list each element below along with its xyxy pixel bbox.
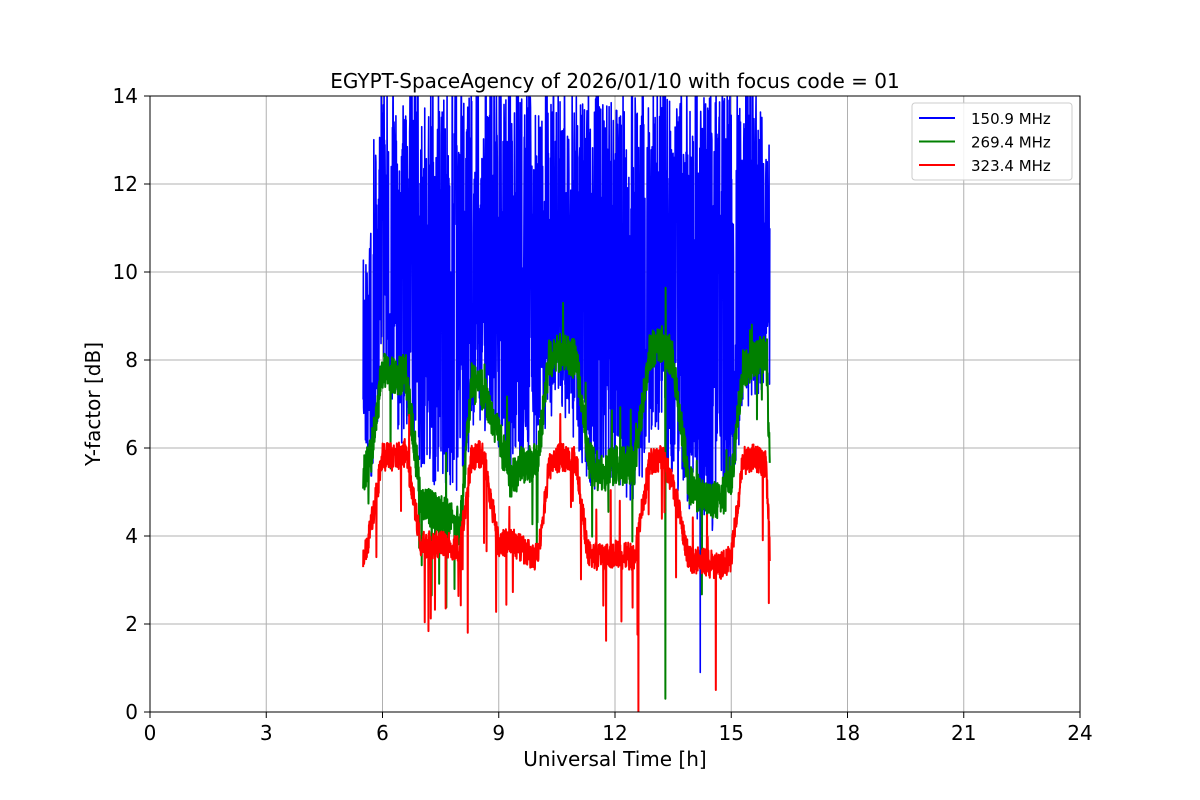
y-tick-label: 6 xyxy=(125,436,138,460)
x-tick-label: 12 xyxy=(602,721,627,745)
y-tick-label: 14 xyxy=(113,84,138,108)
y-tick-label: 0 xyxy=(125,700,138,724)
y-tick-label: 12 xyxy=(113,172,138,196)
x-tick-label: 21 xyxy=(951,721,976,745)
x-axis-label: Universal Time [h] xyxy=(523,747,706,771)
x-tick-label: 18 xyxy=(835,721,860,745)
chart-title: EGYPT-SpaceAgency of 2026/01/10 with foc… xyxy=(330,69,899,93)
series-line-269-4-mhz xyxy=(362,286,771,700)
y-axis: 0 2 4 6 8 10 12 14 xyxy=(113,84,150,724)
legend: 150.9 MHz 269.4 MHz 323.4 MHz xyxy=(911,102,1073,181)
x-axis: 0 3 6 9 12 15 18 21 24 xyxy=(144,712,1093,745)
x-tick-label: 24 xyxy=(1067,721,1092,745)
x-tick-label: 3 xyxy=(260,721,273,745)
y-tick-label: 4 xyxy=(125,524,138,548)
legend-label: 150.9 MHz xyxy=(971,110,1051,128)
x-tick-label: 15 xyxy=(719,721,744,745)
y-tick-label: 10 xyxy=(113,260,138,284)
legend-label: 323.4 MHz xyxy=(971,157,1051,175)
series-line-323-4-mhz xyxy=(362,412,771,712)
legend-box xyxy=(911,102,1073,181)
x-tick-label: 0 xyxy=(144,721,157,745)
y-axis-label: Y-factor [dB] xyxy=(81,342,105,467)
x-tick-label: 9 xyxy=(492,721,505,745)
x-tick-label: 6 xyxy=(376,721,389,745)
y-tick-label: 8 xyxy=(125,348,138,372)
y-tick-label: 2 xyxy=(125,612,138,636)
legend-label: 269.4 MHz xyxy=(971,134,1051,152)
series-layer xyxy=(362,96,771,712)
